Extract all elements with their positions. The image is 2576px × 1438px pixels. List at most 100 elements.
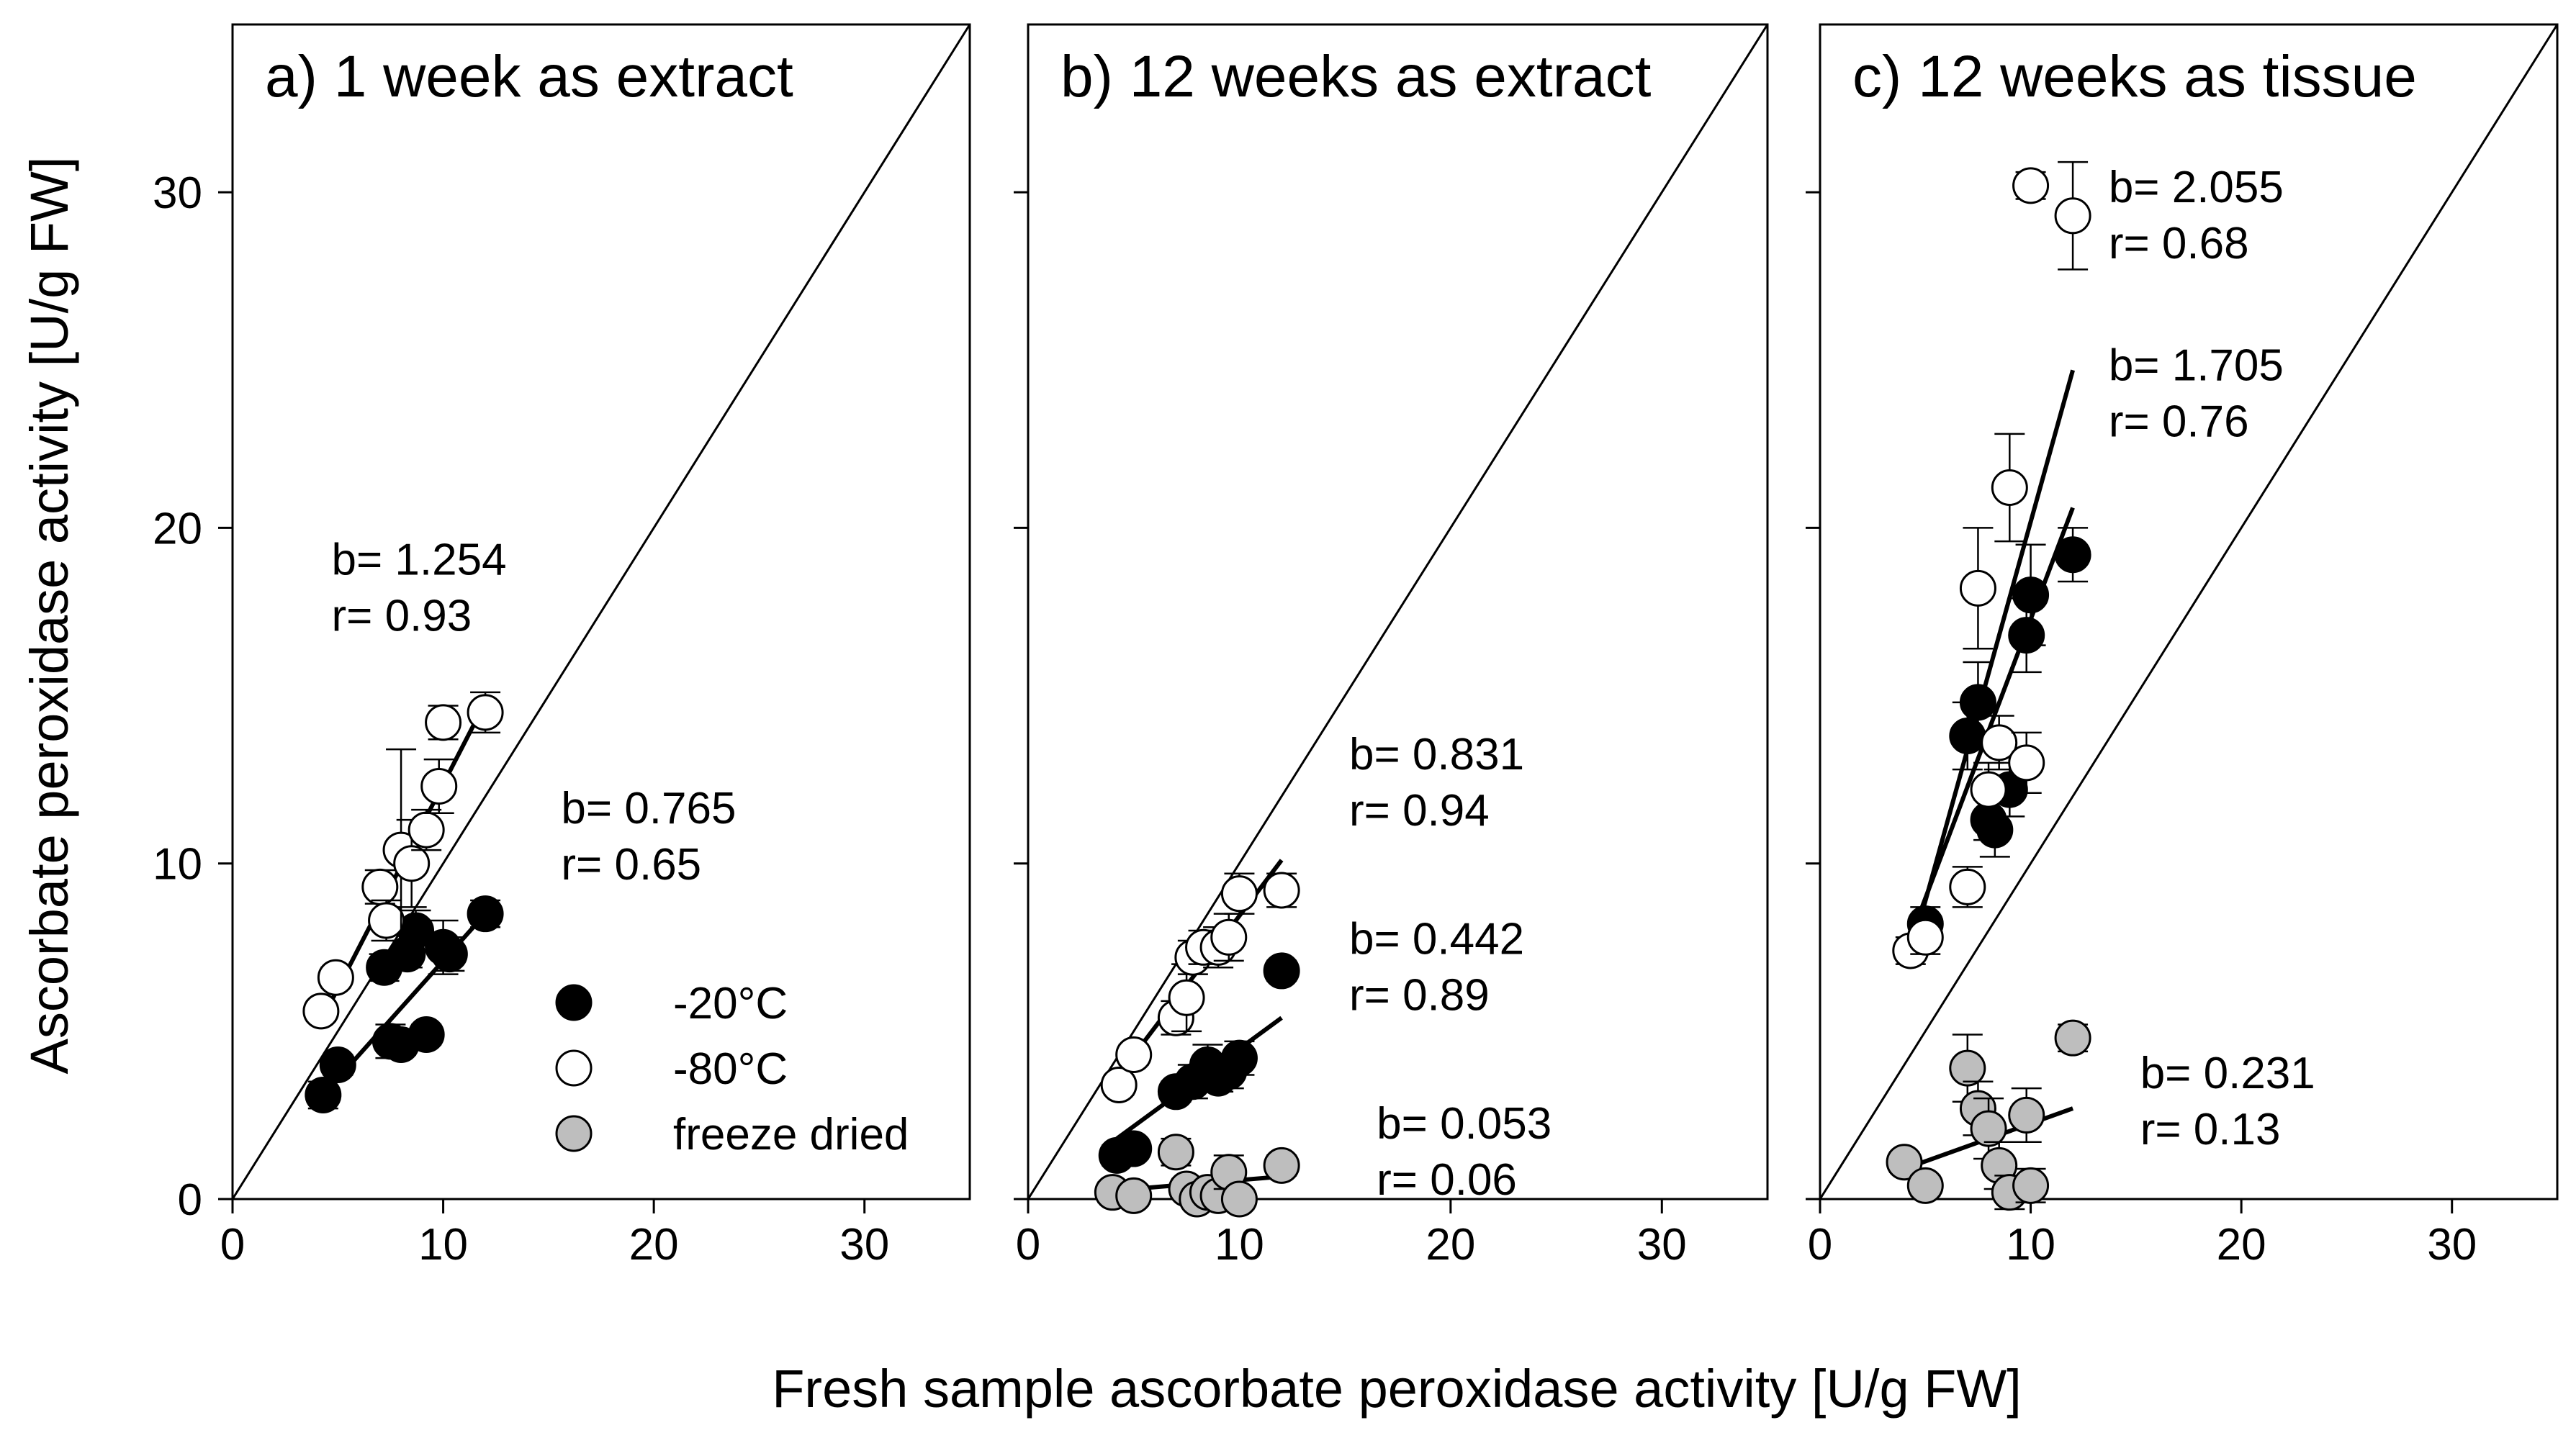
x-tick-label: 10 — [418, 1220, 468, 1270]
data-point — [1976, 811, 2014, 849]
x-tick-label: 30 — [2427, 1220, 2477, 1270]
data-point — [2012, 167, 2050, 204]
data-point — [1220, 1180, 1258, 1218]
legend-label-minus80: -80°C — [673, 1044, 788, 1094]
data-point — [1115, 1177, 1153, 1214]
annotation-slope: b= 0.053 — [1377, 1099, 1552, 1149]
data-point — [2008, 617, 2045, 654]
series-freeze-dried: b= 0.231 r= 0.13 — [1886, 1019, 2315, 1211]
x-tick-label: 30 — [1637, 1220, 1687, 1270]
annotation-r: r= 0.13 — [2140, 1105, 2281, 1154]
data-point — [407, 811, 445, 849]
data-point — [319, 1046, 356, 1083]
data-point — [2054, 197, 2091, 235]
data-point — [1959, 684, 1996, 721]
y-tick-label: 0 — [178, 1175, 202, 1225]
regression-line — [1908, 507, 2075, 939]
data-point — [1906, 1167, 1944, 1204]
data-point — [1981, 724, 2018, 761]
data-point — [1220, 1039, 1258, 1077]
plot-frame — [1819, 23, 2559, 1200]
series-minus80: b= 2.055 r= 0.68 — [1892, 160, 2284, 969]
data-point — [407, 1016, 445, 1054]
legend: -20°C -80°C freeze dried — [555, 979, 909, 1159]
panel-1: 0 10 20 30 0 10 20 30 a) 1 week as extract b= 0.7… — [153, 23, 971, 1270]
panel-3: 0 10 20 30 c) 12 weeks as tissue b= 1.705 r= 0… — [1806, 23, 2559, 1270]
data-point — [393, 845, 431, 882]
x-tick-label: 0 — [1808, 1220, 1832, 1270]
data-point — [317, 959, 354, 996]
data-point — [1115, 1130, 1153, 1167]
x-axis-label: Fresh sample ascorbate peroxidase activi… — [772, 1359, 2022, 1419]
data-point — [2012, 1167, 2050, 1204]
annotation-r: r= 0.65 — [561, 840, 701, 890]
data-point — [368, 902, 405, 939]
series-minus80: b= 0.831 r= 0.94 — [1100, 730, 1524, 1103]
panel-title: c) 12 weeks as tissue — [1852, 44, 2417, 109]
data-point — [1263, 1147, 1300, 1184]
data-point — [2054, 1019, 2091, 1057]
series-minus80: b= 1.254 r= 0.93 — [302, 535, 507, 1030]
data-point — [1220, 875, 1258, 913]
identity-line — [1027, 24, 1769, 1200]
series-freeze-dried: b= 0.053 r= 0.06 — [1094, 1099, 1552, 1218]
panel-2: 0 10 20 30 b) 12 weeks as extract b= 0.442 r= … — [1014, 23, 1769, 1270]
series-minus20: b= 0.442 r= 0.89 — [1098, 915, 1524, 1174]
annotation-r: r= 0.06 — [1377, 1155, 1517, 1205]
identity-line — [1819, 24, 2559, 1200]
annotation-r: r= 0.89 — [1349, 971, 1490, 1021]
identity-line — [231, 24, 971, 1200]
series-minus20: b= 1.705 r= 0.76 — [1906, 340, 2284, 943]
data-point — [1168, 979, 1205, 1016]
annotation-r: r= 0.68 — [2109, 219, 2249, 268]
annotation-slope: b= 1.254 — [332, 535, 507, 585]
legend-label-freeze-dried: freeze dried — [673, 1110, 909, 1159]
data-point — [1263, 872, 1300, 909]
annotation-r: r= 0.93 — [332, 592, 472, 641]
annotation-slope: b= 2.055 — [2109, 163, 2284, 212]
data-point — [420, 767, 458, 805]
x-tick-label: 0 — [220, 1220, 245, 1270]
y-axis-label: Ascorbate peroxidase activity [U/g FW] — [19, 157, 79, 1075]
regression-line — [1908, 369, 2075, 955]
data-point — [302, 992, 340, 1030]
data-point — [2012, 576, 2050, 614]
data-point — [1210, 918, 1248, 956]
data-point — [1157, 1134, 1194, 1171]
plot-frame — [1027, 23, 1769, 1200]
annotation-slope: b= 0.442 — [1349, 915, 1524, 964]
x-tick-label: 0 — [1016, 1220, 1040, 1270]
data-point — [467, 895, 504, 933]
x-tick-label: 10 — [1215, 1220, 1264, 1270]
data-point — [2008, 744, 2045, 782]
data-point — [1949, 1049, 1986, 1087]
series-minus20: b= 0.765 r= 0.65 — [305, 784, 736, 1113]
legend-marker-minus20 — [555, 984, 593, 1021]
x-tick-label: 20 — [1426, 1220, 1475, 1270]
x-tick-label: 10 — [2006, 1220, 2055, 1270]
data-point — [2008, 1096, 2045, 1134]
data-point — [467, 694, 504, 731]
data-point — [1115, 1036, 1153, 1073]
data-point — [1970, 771, 2007, 808]
plot-frame — [231, 23, 971, 1200]
legend-marker-freeze-dried — [555, 1115, 593, 1152]
data-point — [305, 1076, 342, 1113]
data-point — [1970, 1110, 2007, 1147]
data-point — [1949, 868, 1986, 905]
data-point — [1886, 1144, 1923, 1181]
data-point — [361, 868, 399, 905]
data-point — [1906, 918, 1944, 956]
x-tick-label: 30 — [839, 1220, 889, 1270]
y-tick-label: 20 — [153, 504, 202, 553]
panel-title: b) 12 weeks as extract — [1060, 44, 1652, 109]
data-point — [1991, 469, 2028, 506]
data-point — [431, 936, 468, 973]
data-point — [425, 704, 462, 741]
data-point — [1959, 569, 1996, 607]
y-tick-label: 10 — [153, 840, 202, 890]
annotation-slope: b= 0.831 — [1349, 730, 1524, 779]
data-point — [1263, 952, 1300, 990]
annotation-slope: b= 1.705 — [2109, 340, 2284, 390]
